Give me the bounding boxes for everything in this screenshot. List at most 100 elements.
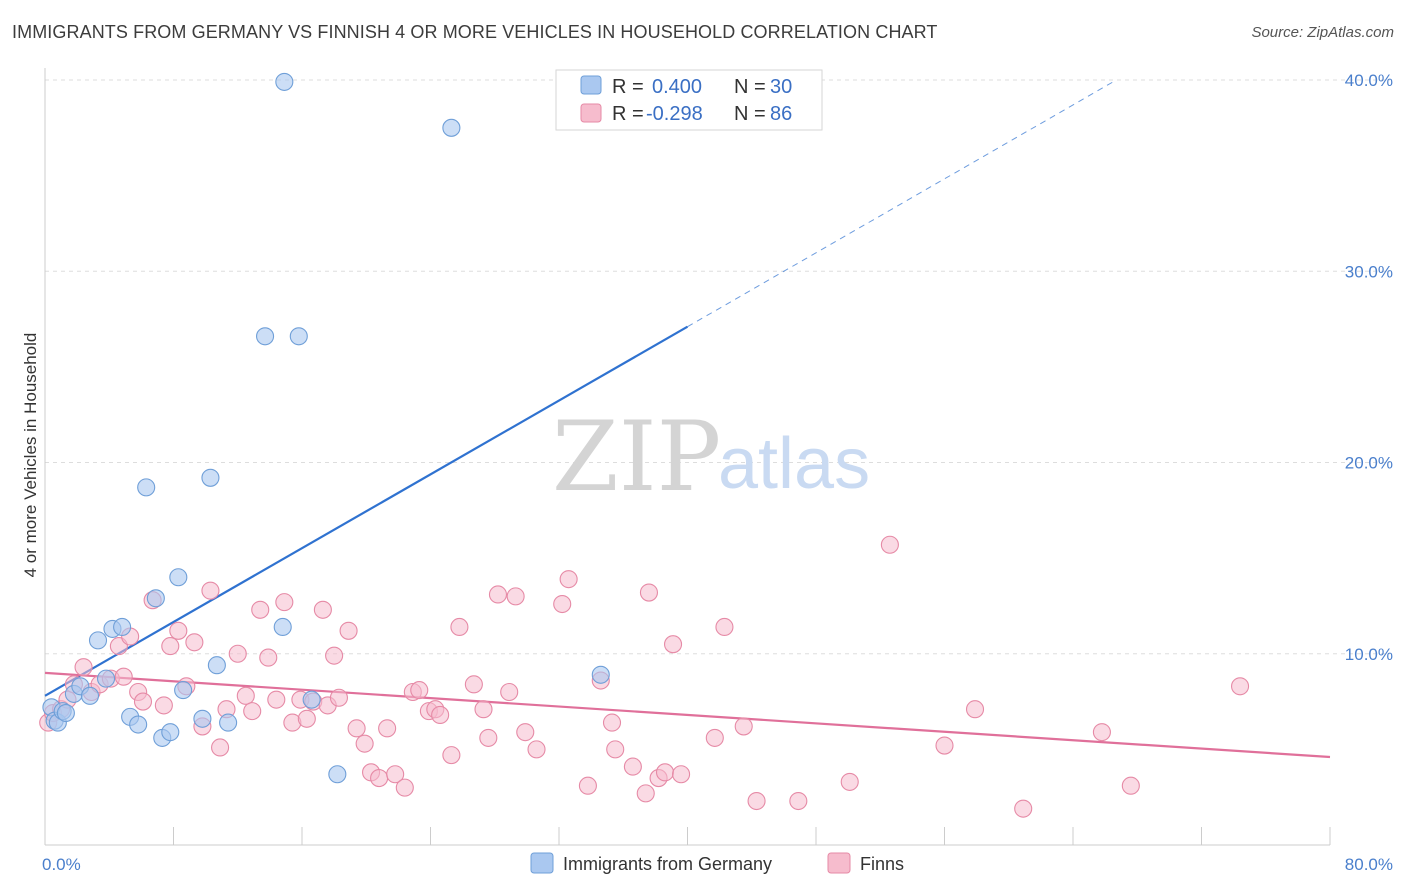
legend-bottom: Immigrants from Germany Finns bbox=[530, 852, 904, 874]
germany-point-29 bbox=[328, 765, 347, 784]
finns-point-85 bbox=[1092, 723, 1111, 742]
legend-top-r-value-finns: -0.298 bbox=[646, 103, 703, 125]
legend-bottom-swatch-finns bbox=[827, 852, 851, 874]
finns-point-80 bbox=[840, 772, 859, 791]
finns-point-37 bbox=[325, 646, 344, 665]
finns-point-74 bbox=[672, 765, 691, 784]
finns-point-24 bbox=[228, 644, 247, 663]
germany-point-24 bbox=[256, 327, 275, 346]
finns-point-35 bbox=[313, 600, 332, 619]
legend-top-n-value-germany: 30 bbox=[770, 76, 792, 98]
legend-bottom-label-germany: Immigrants from Germany bbox=[563, 854, 772, 874]
watermark-zip: ZIP bbox=[552, 401, 721, 513]
finns-point-33 bbox=[297, 709, 316, 728]
finns-point-21 bbox=[201, 581, 220, 600]
chart-title: IMMIGRANTS FROM GERMANY VS FINNISH 4 OR … bbox=[12, 22, 938, 42]
finns-point-39 bbox=[339, 621, 358, 640]
finns-point-13 bbox=[133, 692, 153, 711]
finns-point-15 bbox=[154, 696, 173, 715]
finns-point-46 bbox=[395, 778, 414, 797]
finns-point-16 bbox=[161, 637, 180, 656]
finns-point-75 bbox=[705, 728, 724, 747]
y-tick-label-3: 40.0% bbox=[1345, 71, 1393, 90]
finns-point-38 bbox=[329, 688, 348, 707]
germany-point-19 bbox=[174, 681, 193, 700]
finns-point-30 bbox=[275, 593, 294, 612]
y-tick-label-0: 10.0% bbox=[1345, 645, 1393, 664]
trend-lines bbox=[44, 79, 1331, 759]
legend-top-n-label-germany: N = bbox=[734, 76, 766, 98]
germany-point-4 bbox=[56, 703, 75, 723]
finns-point-52 bbox=[442, 746, 461, 765]
legend-top-r-value-germany: 0.400 bbox=[652, 76, 702, 98]
finns-point-58 bbox=[500, 682, 519, 702]
germany-point-23 bbox=[219, 713, 238, 732]
germany-point-31 bbox=[591, 665, 610, 684]
germany-point-26 bbox=[275, 72, 294, 91]
germany-point-14 bbox=[137, 478, 156, 497]
finns-point-44 bbox=[378, 719, 397, 738]
germany-trend-line bbox=[44, 325, 689, 697]
finns-point-81 bbox=[880, 535, 899, 554]
finns-point-43 bbox=[370, 769, 389, 788]
y-tick-label-2: 30.0% bbox=[1345, 262, 1393, 281]
finns-point-69 bbox=[636, 784, 655, 803]
finns-point-55 bbox=[474, 700, 493, 719]
germany-point-13 bbox=[129, 715, 148, 734]
finns-point-5 bbox=[74, 658, 93, 677]
chart-source: Source: ZipAtlas.com bbox=[1251, 24, 1394, 41]
legend-bottom-swatch-germany bbox=[530, 852, 554, 874]
germany-point-11 bbox=[113, 617, 132, 637]
legend-top-swatch-finns bbox=[580, 103, 602, 123]
legend-top-r-label-germany: R = bbox=[612, 76, 644, 98]
finns-point-63 bbox=[559, 570, 578, 589]
germany-point-17 bbox=[161, 723, 180, 742]
germany-point-25 bbox=[273, 617, 292, 637]
finns-point-10 bbox=[114, 667, 133, 686]
germany-point-8 bbox=[88, 631, 108, 650]
x-tick-label-0: 0.0% bbox=[42, 855, 81, 874]
finns-point-27 bbox=[251, 600, 270, 619]
finns-point-61 bbox=[527, 740, 546, 759]
x-tick-labels: 0.0% 80.0% bbox=[42, 855, 1393, 874]
finns-point-48 bbox=[410, 681, 429, 700]
finns-point-40 bbox=[347, 719, 366, 738]
grid bbox=[45, 79, 1390, 655]
finns-point-82 bbox=[935, 736, 954, 755]
y-axis-label: 4 or more Vehicles in Household bbox=[21, 333, 40, 578]
finns-point-29 bbox=[267, 690, 286, 709]
germany-trend-line-extension bbox=[687, 79, 1117, 328]
finns-point-67 bbox=[606, 740, 625, 759]
finns-point-53 bbox=[450, 617, 469, 637]
finns-point-76 bbox=[715, 617, 734, 637]
finns-point-17 bbox=[169, 621, 188, 640]
legend-top-n-label-finns: N = bbox=[734, 103, 766, 125]
finns-point-83 bbox=[965, 700, 985, 719]
finns-point-87 bbox=[1231, 677, 1250, 696]
germany-point-28 bbox=[302, 690, 321, 709]
germany-point-7 bbox=[80, 686, 100, 705]
finns-point-28 bbox=[259, 648, 278, 667]
watermark: ZIP atlas bbox=[552, 401, 870, 513]
finns-point-57 bbox=[488, 585, 508, 604]
finns-point-60 bbox=[516, 723, 535, 742]
finns-point-19 bbox=[185, 633, 204, 652]
y-tick-label-1: 20.0% bbox=[1345, 454, 1393, 473]
germany-point-15 bbox=[146, 589, 165, 608]
germany-point-9 bbox=[96, 669, 116, 688]
watermark-atlas: atlas bbox=[718, 424, 870, 504]
finns-point-25 bbox=[236, 686, 255, 705]
finns-point-72 bbox=[655, 763, 675, 782]
germany-point-20 bbox=[193, 709, 212, 728]
finns-point-84 bbox=[1014, 799, 1033, 818]
finns-point-68 bbox=[623, 757, 642, 776]
legend-top: R = 0.400 N = 30 R = -0.298 N = 86 bbox=[555, 69, 823, 131]
finns-point-66 bbox=[602, 713, 622, 732]
y-tick-labels: 10.0% 20.0% 30.0% 40.0% bbox=[1345, 71, 1393, 664]
finns-point-41 bbox=[355, 734, 374, 753]
legend-top-n-value-finns: 86 bbox=[770, 103, 792, 125]
germany-point-21 bbox=[207, 656, 226, 675]
finns-point-64 bbox=[578, 776, 597, 795]
finns-point-26 bbox=[243, 702, 262, 721]
finns-point-73 bbox=[663, 635, 683, 654]
